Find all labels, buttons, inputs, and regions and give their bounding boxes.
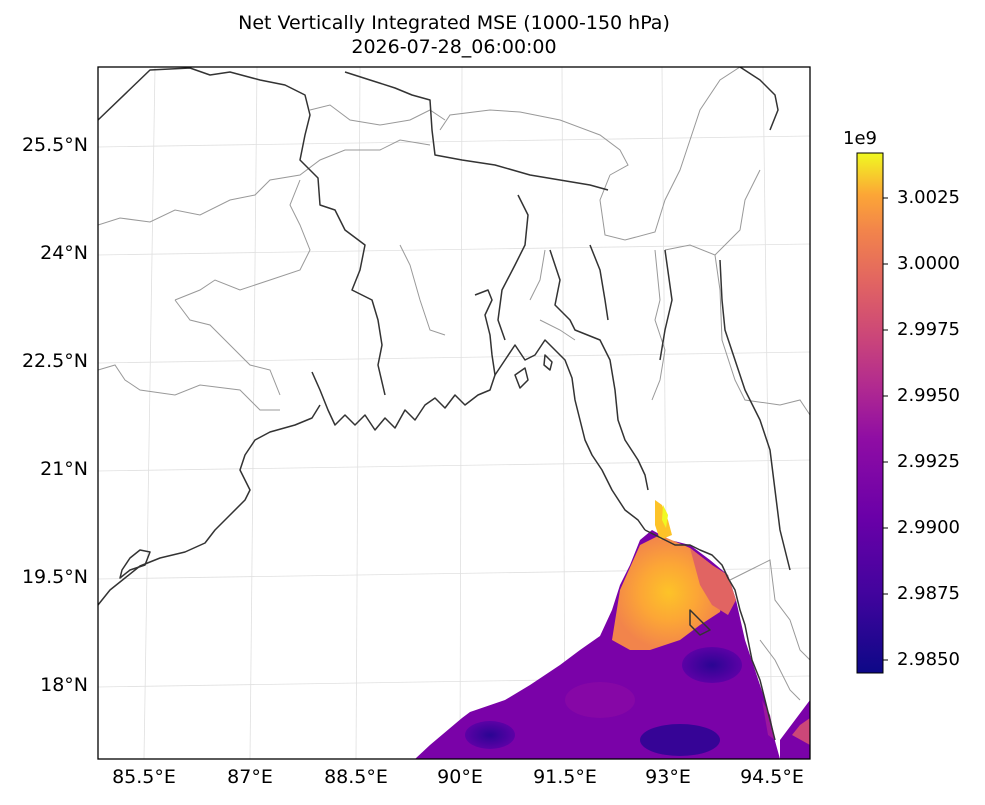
lat-label: 21°N xyxy=(40,458,88,480)
map-subtitle: 2026-07-28_06:00:00 xyxy=(351,36,557,58)
lon-label: 94.5°E xyxy=(740,766,804,788)
lon-label: 91.5°E xyxy=(533,766,597,788)
colorbar-tick-label: 2.9850 xyxy=(897,649,960,670)
coastlines xyxy=(98,67,791,741)
colorbar-tick-label: 2.9950 xyxy=(897,385,960,406)
colorbar xyxy=(856,152,884,674)
colorbar-tick-label: 2.9875 xyxy=(897,583,960,604)
lat-label: 25.5°N xyxy=(21,134,88,156)
lon-label: 88.5°E xyxy=(324,766,388,788)
lat-label: 19.5°N xyxy=(21,566,88,588)
lon-label: 93°E xyxy=(645,766,691,788)
colorbar-exponent: 1e9 xyxy=(843,128,877,149)
colorbar-tick-label: 3.0000 xyxy=(897,253,960,274)
colorbar-tick-label: 2.9975 xyxy=(897,319,960,340)
lon-label: 85.5°E xyxy=(112,766,176,788)
map-frame xyxy=(97,66,811,760)
mse-field xyxy=(415,500,810,759)
colorbar-tick-label: 3.0025 xyxy=(897,187,960,208)
lat-label: 24°N xyxy=(40,242,88,264)
map-area xyxy=(98,67,810,759)
lon-label: 87°E xyxy=(227,766,273,788)
colorbar-tick-label: 2.9900 xyxy=(897,517,960,538)
map-title: Net Vertically Integrated MSE (1000-150 … xyxy=(238,12,670,34)
colorbar-tick-label: 2.9925 xyxy=(897,451,960,472)
lon-label: 90°E xyxy=(437,766,483,788)
lat-label: 22.5°N xyxy=(21,350,88,372)
colorbar-tick-marks xyxy=(883,197,888,661)
lat-label: 18°N xyxy=(40,674,88,696)
